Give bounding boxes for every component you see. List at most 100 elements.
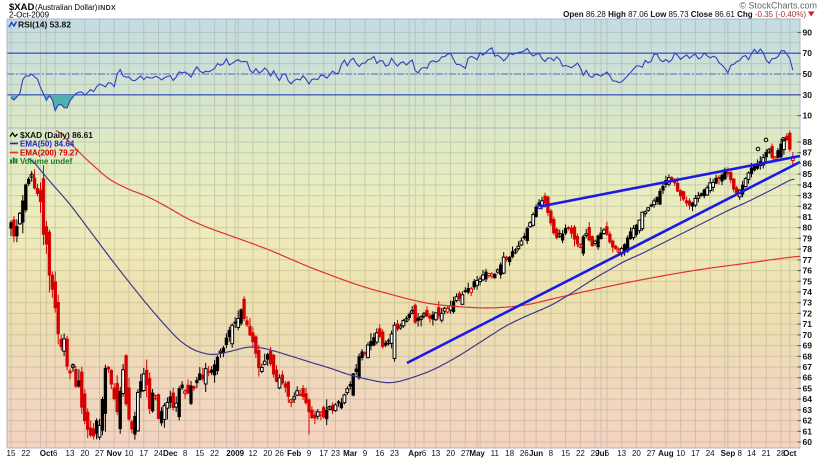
svg-text:62: 62 [803, 416, 813, 426]
svg-text:INDX: INDX [98, 5, 116, 12]
svg-text:May: May [469, 449, 485, 458]
svg-text:61: 61 [803, 426, 813, 436]
svg-text:75: 75 [803, 276, 813, 286]
svg-text:6: 6 [605, 449, 610, 458]
svg-text:72: 72 [803, 308, 813, 318]
svg-text:27: 27 [95, 449, 104, 458]
svg-text:69: 69 [803, 341, 813, 351]
svg-text:63: 63 [803, 405, 813, 415]
svg-text:20: 20 [446, 449, 455, 458]
svg-text:Sep: Sep [721, 449, 736, 458]
svg-text:60: 60 [803, 437, 813, 447]
svg-text:Open 86.28 High 87.06 Low 85.7: Open 86.28 High 87.06 Low 85.73 Close 86… [563, 10, 806, 19]
svg-text:© StockCharts.com: © StockCharts.com [739, 1, 817, 11]
svg-text:8: 8 [183, 449, 188, 458]
svg-text:26: 26 [520, 449, 529, 458]
svg-text:14: 14 [747, 449, 756, 458]
svg-text:11: 11 [491, 449, 500, 458]
svg-text:71: 71 [803, 319, 813, 329]
svg-text:79: 79 [803, 233, 813, 243]
svg-text:6: 6 [53, 449, 58, 458]
svg-text:22: 22 [21, 449, 30, 458]
svg-text:20: 20 [263, 449, 272, 458]
svg-text:Volume undef: Volume undef [20, 157, 73, 166]
svg-text:17: 17 [139, 449, 148, 458]
svg-text:86: 86 [803, 158, 813, 168]
svg-text:Feb: Feb [287, 449, 301, 458]
svg-text:10: 10 [676, 449, 685, 458]
svg-text:65: 65 [803, 383, 813, 393]
svg-text:90: 90 [803, 27, 813, 37]
svg-text:16: 16 [375, 449, 384, 458]
svg-text:88: 88 [803, 137, 813, 147]
svg-text:70: 70 [803, 48, 813, 58]
svg-text:74: 74 [803, 287, 813, 297]
svg-text:27: 27 [461, 449, 470, 458]
svg-text:15: 15 [561, 449, 570, 458]
svg-text:29: 29 [591, 449, 600, 458]
svg-text:66: 66 [803, 373, 813, 383]
svg-text:Dec: Dec [163, 449, 178, 458]
svg-text:73: 73 [803, 298, 813, 308]
svg-text:85: 85 [803, 169, 813, 179]
svg-text:17: 17 [691, 449, 700, 458]
svg-text:13: 13 [66, 449, 75, 458]
svg-text:20: 20 [632, 449, 641, 458]
svg-text:64: 64 [803, 394, 813, 404]
svg-text:84: 84 [803, 180, 813, 190]
svg-text:13: 13 [617, 449, 626, 458]
svg-text:Apr: Apr [408, 449, 422, 458]
svg-text:EMA(200) 79.27: EMA(200) 79.27 [20, 149, 79, 158]
svg-text:RSI(14) 53.82: RSI(14) 53.82 [18, 20, 71, 30]
svg-text:9: 9 [307, 449, 312, 458]
svg-text:10: 10 [125, 449, 134, 458]
svg-text:67: 67 [803, 362, 813, 372]
svg-text:Mar: Mar [343, 449, 357, 458]
svg-text:8: 8 [737, 449, 742, 458]
svg-text:24: 24 [154, 449, 163, 458]
svg-text:15: 15 [195, 449, 204, 458]
svg-text:22: 22 [210, 449, 219, 458]
svg-text:87: 87 [803, 148, 813, 158]
svg-text:15: 15 [7, 449, 16, 458]
svg-text:30: 30 [803, 90, 813, 100]
svg-text:EMA(50) 84.64: EMA(50) 84.64 [20, 140, 75, 149]
svg-text:18: 18 [505, 449, 514, 458]
svg-text:27: 27 [647, 449, 656, 458]
svg-text:28: 28 [777, 449, 786, 458]
svg-text:23: 23 [331, 449, 340, 458]
svg-text:Oct: Oct [783, 449, 797, 458]
svg-text:23: 23 [390, 449, 399, 458]
svg-text:17: 17 [319, 449, 328, 458]
svg-text:22: 22 [576, 449, 585, 458]
svg-text:Jun: Jun [529, 449, 543, 458]
svg-text:13: 13 [431, 449, 440, 458]
svg-text:Nov: Nov [107, 449, 123, 458]
svg-text:77: 77 [803, 255, 813, 265]
svg-text:Oct: Oct [40, 449, 54, 458]
svg-text:20: 20 [80, 449, 89, 458]
svg-text:50: 50 [803, 69, 813, 79]
svg-text:26: 26 [275, 449, 284, 458]
svg-text:6: 6 [422, 449, 427, 458]
svg-text:68: 68 [803, 351, 813, 361]
svg-text:2-Oct-2009: 2-Oct-2009 [9, 11, 50, 20]
svg-text:Aug: Aug [658, 449, 674, 458]
svg-text:12: 12 [248, 449, 257, 458]
svg-text:10: 10 [803, 111, 813, 121]
svg-text:$XAD: $XAD [9, 2, 34, 13]
svg-text:21: 21 [762, 449, 771, 458]
svg-text:Jul: Jul [595, 449, 607, 458]
svg-text:70: 70 [803, 330, 813, 340]
svg-text:(Australian Dollar): (Australian Dollar) [35, 3, 98, 12]
svg-text:83: 83 [803, 191, 813, 201]
svg-text:81: 81 [803, 212, 813, 222]
svg-text:78: 78 [803, 244, 813, 254]
svg-text:24: 24 [706, 449, 715, 458]
svg-text:2009: 2009 [226, 449, 244, 458]
svg-text:$XAD (Daily) 86.61: $XAD (Daily) 86.61 [20, 130, 93, 140]
svg-text:9: 9 [363, 449, 368, 458]
svg-text:76: 76 [803, 266, 813, 276]
svg-text:8: 8 [549, 449, 554, 458]
svg-text:80: 80 [803, 223, 813, 233]
